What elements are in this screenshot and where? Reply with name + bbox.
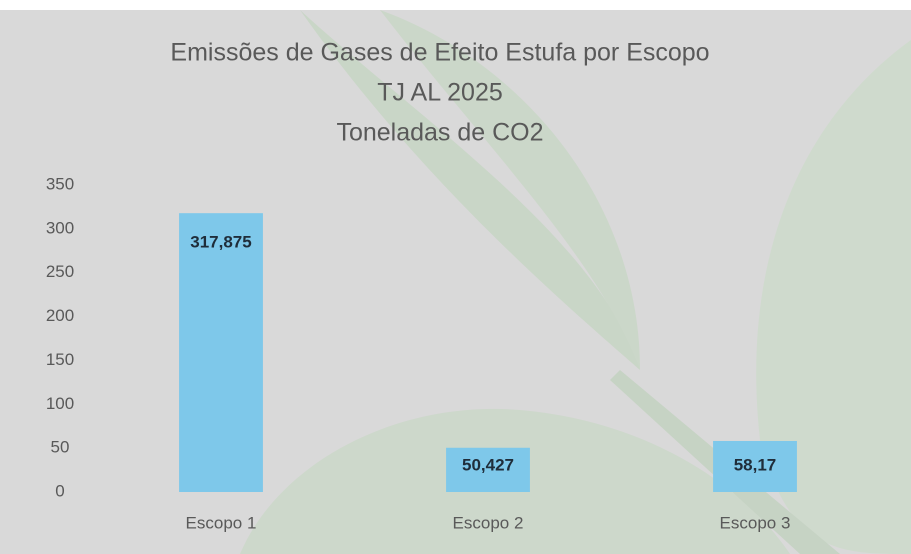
value-label: 58,17	[734, 455, 777, 474]
chart-subtitle: TJ AL 2025	[377, 79, 503, 107]
y-tick-label: 300	[46, 218, 74, 237]
y-tick-label: 200	[46, 306, 74, 325]
chart-subtitle: Toneladas de CO2	[336, 119, 543, 147]
chart-title: Emissões de Gases de Efeito Estufa por E…	[170, 39, 709, 67]
y-tick-label: 150	[46, 350, 74, 369]
x-tick-label: Escopo 1	[186, 513, 257, 532]
y-tick-label: 0	[55, 481, 64, 500]
value-label: 50,427	[462, 455, 514, 474]
y-tick-label: 100	[46, 394, 74, 413]
y-tick-label: 50	[51, 438, 70, 457]
x-tick-label: Escopo 3	[720, 513, 791, 532]
value-label: 317,875	[190, 233, 251, 252]
bar	[179, 213, 263, 492]
y-tick-label: 250	[46, 262, 74, 281]
y-tick-label: 350	[46, 174, 74, 193]
chart: Emissões de Gases de Efeito Estufa por E…	[0, 0, 911, 554]
x-tick-label: Escopo 2	[453, 513, 524, 532]
